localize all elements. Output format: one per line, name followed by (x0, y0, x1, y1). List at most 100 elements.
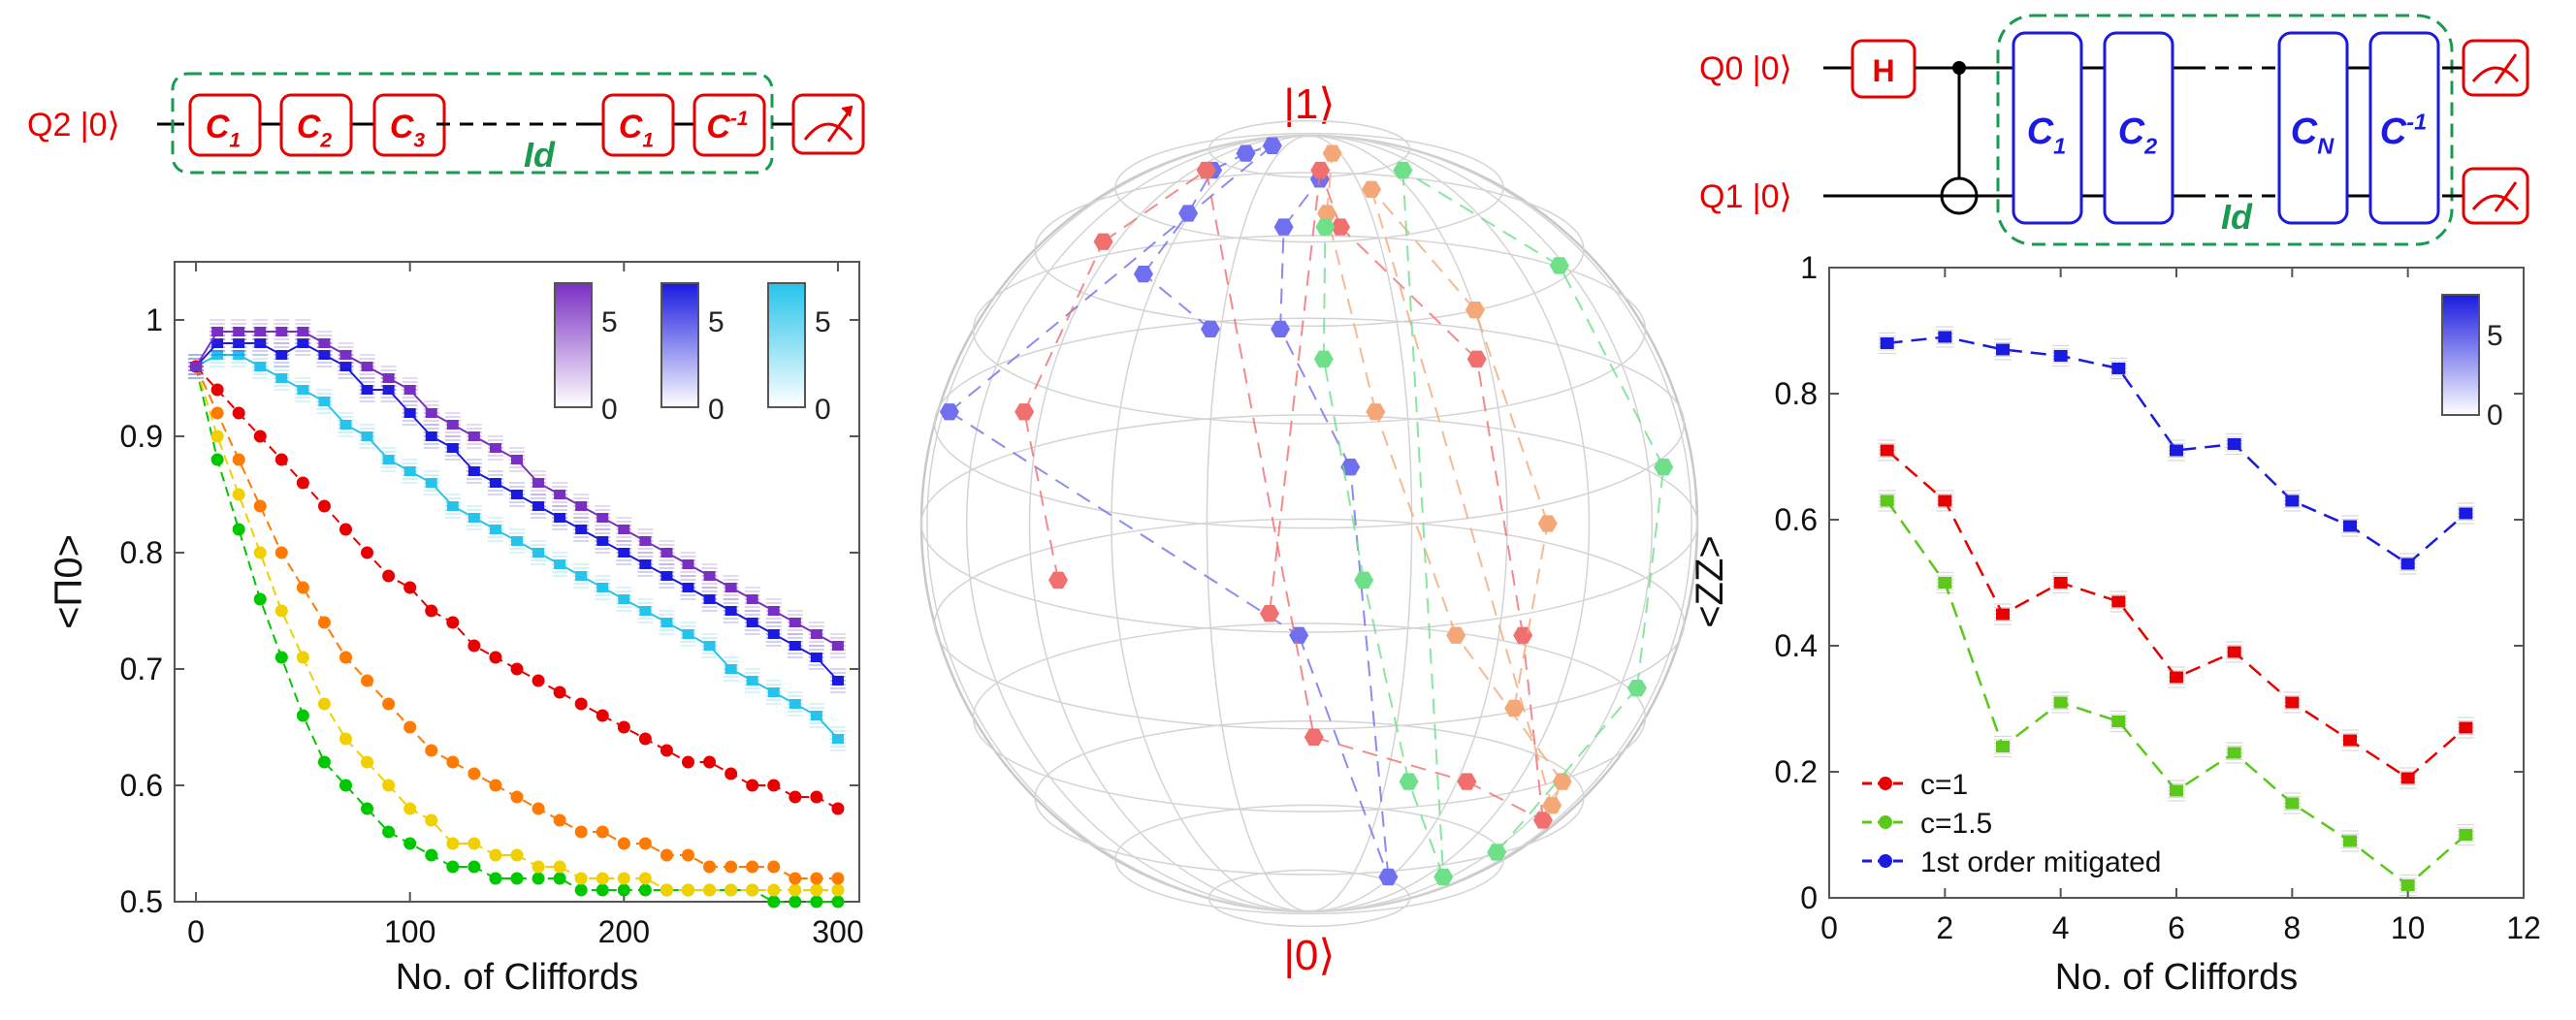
data-point (2343, 520, 2357, 532)
bloch-point (1654, 459, 1674, 476)
right-chart: 0 2 4 6 8 10 12 0 0.2 0.4 0.6 0.8 1 No. of Cliffords… (1689, 250, 2541, 998)
data-point (639, 559, 652, 569)
bloch-point (1366, 403, 1386, 421)
data-point (682, 559, 694, 569)
data-point (339, 362, 352, 371)
data-point (767, 629, 780, 639)
data-point (703, 571, 716, 581)
data-point (810, 883, 823, 897)
data-point (831, 641, 844, 651)
data-point (446, 837, 460, 850)
bloch-point (1433, 868, 1454, 886)
bloch-point (1393, 161, 1413, 179)
trajectory-segment (1475, 359, 1525, 636)
data-point (361, 385, 373, 395)
bloch-point (1289, 626, 1309, 644)
data-point (361, 546, 374, 559)
data-point (446, 501, 459, 511)
y-tick-label: 0.8 (120, 535, 163, 570)
trajectory-segment (1370, 188, 1476, 311)
data-point (317, 499, 331, 513)
data-point (425, 813, 438, 827)
x-tick-label: 8 (2283, 910, 2301, 945)
meridian (926, 135, 1692, 912)
data-point (296, 651, 309, 664)
data-point (2227, 438, 2241, 450)
meridian (1111, 135, 1508, 912)
data-point (274, 651, 288, 664)
data-point (2343, 835, 2357, 847)
y-tick-label: 0.8 (1775, 376, 1818, 411)
x-tick-label: 300 (812, 914, 863, 949)
data-point (2459, 507, 2473, 520)
series-line (195, 354, 839, 740)
bloch-point (1542, 797, 1562, 814)
data-point (446, 755, 460, 769)
trajectory-segment (1496, 687, 1638, 853)
trajectory-segment (1279, 227, 1285, 330)
data-point (253, 430, 267, 443)
colorbar-min-label: 0 (601, 394, 618, 426)
x-tick-label: 6 (2168, 910, 2185, 945)
data-point (724, 664, 737, 674)
bloch-point (1271, 320, 1291, 338)
clifford-gate (188, 93, 262, 157)
data-point (210, 453, 224, 466)
data-point (361, 802, 374, 815)
data-point (682, 583, 694, 592)
gate-label: C3 (390, 109, 426, 152)
colorbar-min-label: 0 (815, 394, 831, 426)
data-point (531, 872, 545, 885)
data-point (575, 501, 588, 511)
data-point (467, 860, 481, 874)
data-point (660, 571, 673, 581)
data-point (2285, 696, 2300, 709)
data-point (554, 559, 566, 569)
data-point (531, 860, 545, 874)
trajectory-segment (1339, 226, 1478, 361)
data-point (211, 338, 224, 348)
data-point (254, 338, 267, 348)
data-point (489, 651, 502, 664)
data-point (403, 581, 417, 594)
data-point (660, 848, 673, 862)
measure-icon (2462, 167, 2529, 225)
x-tick-label: 12 (2506, 910, 2541, 945)
trajectory-segment (1374, 411, 1458, 636)
data-point (767, 779, 781, 792)
colorbar-max-label: 5 (601, 306, 618, 338)
data-point (789, 872, 802, 885)
trajectory-segment (1401, 169, 1561, 267)
data-point (2400, 558, 2415, 570)
data-point (639, 606, 652, 616)
data-point (467, 767, 481, 781)
data-point (1938, 494, 1952, 507)
data-point (467, 837, 481, 850)
data-point (275, 373, 288, 383)
data-point (511, 490, 523, 499)
left-ylabel: <Π0> (48, 534, 90, 629)
q1-label: Q1 |0⟩ (1699, 178, 1792, 215)
data-point (274, 546, 288, 559)
data-point (467, 431, 480, 441)
trajectory-segment (1635, 466, 1665, 688)
data-point (382, 569, 396, 583)
trajectory-segment (1205, 170, 1315, 738)
trajectory-segment (1313, 736, 1467, 783)
trajectory-segment (1143, 212, 1189, 275)
bloch-point (1313, 350, 1334, 367)
data-point (574, 872, 588, 885)
data-point (403, 720, 417, 734)
data-point (1996, 343, 2010, 356)
bloch-point (1273, 218, 1294, 236)
data-point (425, 408, 437, 418)
bloch-point (1513, 626, 1533, 644)
bloch-point (1331, 218, 1351, 236)
data-point (789, 790, 802, 804)
data-point (297, 327, 309, 336)
data-point (233, 338, 245, 348)
legend-marker (1879, 854, 1892, 868)
data-point (531, 802, 545, 815)
hadamard-gate: H (1851, 39, 1916, 99)
